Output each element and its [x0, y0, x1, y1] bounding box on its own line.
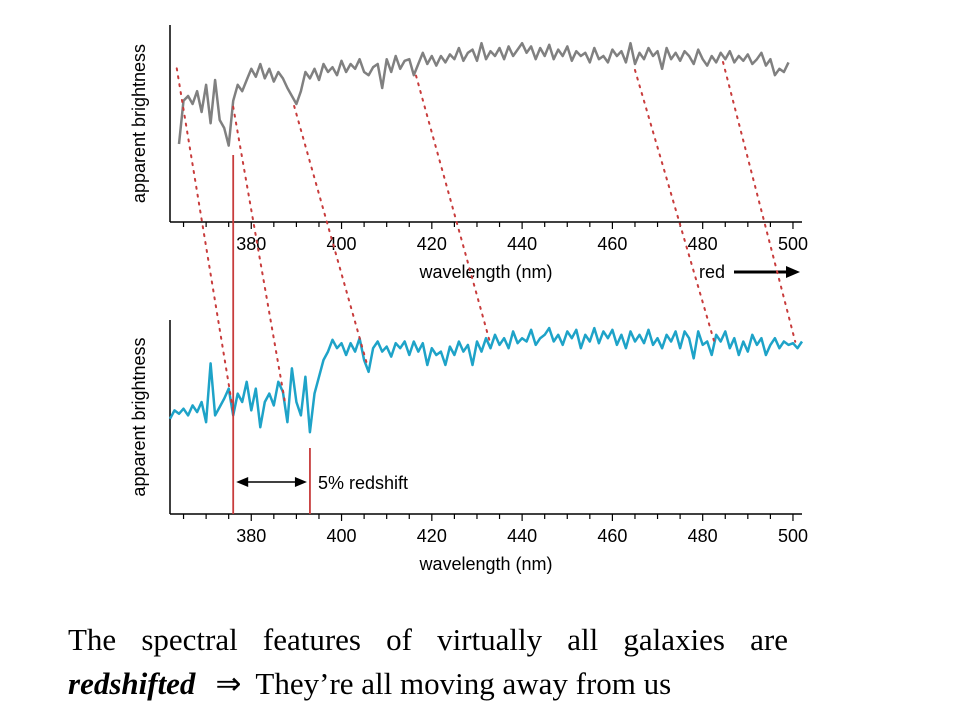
direction-label: red	[699, 262, 725, 282]
caption-word: spectral	[141, 622, 238, 657]
spectra-chart-svg: 380 400 420 440 460 480 500 wavelength (nm) appa…	[129, 25, 808, 574]
x-tick-label: 420	[417, 234, 447, 254]
x-tick-label: 480	[688, 526, 718, 546]
feature-links	[175, 61, 797, 413]
x-tick-label: 380	[236, 526, 266, 546]
caption-line-1: The spectral features of virtually all g…	[68, 618, 788, 662]
x-tick-label: 500	[778, 526, 808, 546]
caption-word: The	[68, 622, 117, 657]
redshift-annotation: 5% redshift	[318, 473, 408, 493]
spectrum-panel-2: 380 400 420 440 460 480 500 wavelength (nm) appa…	[129, 320, 808, 574]
caption: The spectral features of virtually all g…	[68, 618, 928, 706]
spectrum-line	[177, 41, 790, 147]
caption-word: features	[262, 622, 361, 657]
spectra-figure: 380 400 420 440 460 480 500 wavelength (nm) appa…	[129, 25, 808, 574]
caption-line-2: redshifted ⇒ They’re all moving away from …	[68, 662, 928, 706]
x-tick-label: 400	[327, 526, 357, 546]
x-tick-label: 440	[507, 526, 537, 546]
feature-link-line	[175, 67, 235, 413]
spectrum-line	[168, 326, 804, 434]
x-tick-label: 420	[417, 526, 447, 546]
feature-link-line	[633, 69, 715, 342]
redshift-arrowhead-right-icon	[294, 477, 307, 487]
x-axis-label: wavelength (nm)	[418, 554, 552, 574]
caption-word: galaxies	[623, 622, 725, 657]
x-tick-label: 480	[688, 234, 718, 254]
x-tick-label: 380	[236, 234, 266, 254]
direction-arrowhead-icon	[786, 266, 800, 278]
redshift-arrowhead-left-icon	[236, 477, 249, 487]
caption-emphasis: redshifted	[68, 666, 196, 701]
caption-word: virtually	[437, 622, 543, 657]
x-axis-label: wavelength (nm)	[418, 262, 552, 282]
spectrum-panel-1: 380 400 420 440 460 480 500 wavelength (nm) appa…	[129, 25, 808, 282]
x-tick-label: 460	[597, 526, 627, 546]
x-tick-label: 500	[778, 234, 808, 254]
x-tick-label: 400	[327, 234, 357, 254]
caption-word: are	[750, 622, 788, 657]
caption-word: of	[386, 622, 412, 657]
feature-link-line	[232, 105, 287, 405]
caption-word: all	[567, 622, 599, 657]
x-tick-label: 440	[507, 234, 537, 254]
x-tick-label: 460	[597, 234, 627, 254]
feature-link-line	[415, 74, 492, 346]
caption-conclusion: They’re all moving away from us	[255, 666, 672, 701]
y-axis-label: apparent brightness	[129, 44, 149, 203]
feature-link-line	[722, 61, 797, 343]
implies-arrow-icon: ⇒	[215, 666, 242, 701]
y-axis-label: apparent brightness	[129, 337, 149, 496]
